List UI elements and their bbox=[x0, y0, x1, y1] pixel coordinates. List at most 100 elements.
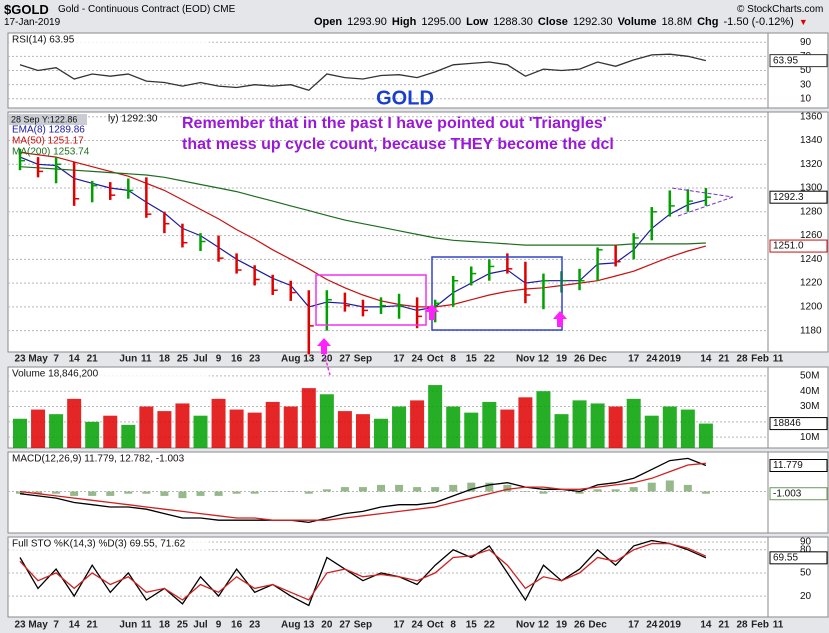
histogram-bar bbox=[503, 484, 512, 492]
histogram-bar bbox=[178, 491, 187, 499]
value-tag bbox=[769, 551, 828, 565]
value-tag-label: 18846 bbox=[773, 418, 801, 429]
value-tag-label: 1251.0 bbox=[773, 241, 804, 252]
histogram-bar bbox=[52, 491, 61, 494]
panel-background bbox=[7, 111, 769, 353]
quote-label: Close bbox=[537, 16, 568, 28]
x-tick-label: 15 bbox=[466, 354, 478, 365]
histogram-bar bbox=[431, 487, 440, 492]
x-tick-label: 14 bbox=[69, 620, 81, 631]
histogram-bar bbox=[413, 487, 422, 492]
y-tick-label: 1280 bbox=[800, 206, 823, 217]
x-tick-label: May bbox=[28, 354, 48, 365]
x-tick-label: 23 bbox=[14, 620, 26, 631]
quote-value: -1.50 (-0.12%) bbox=[723, 16, 794, 28]
axis-background bbox=[767, 536, 829, 618]
value-tag-label: -1.003 bbox=[773, 488, 802, 499]
x-tick-label: 18 bbox=[159, 620, 171, 631]
x-tick-label: 17 bbox=[393, 354, 405, 365]
histogram-bar bbox=[395, 484, 404, 492]
symbol: $GOLD bbox=[4, 2, 49, 17]
x-tick-label: 11 bbox=[773, 620, 784, 631]
histogram-bar bbox=[665, 480, 674, 492]
y-tick-label: 20 bbox=[800, 591, 812, 602]
value-tag bbox=[769, 459, 828, 473]
y-tick-label: 90 bbox=[800, 37, 812, 48]
histogram-bar bbox=[34, 491, 43, 494]
x-tick-label: 21 bbox=[718, 620, 730, 631]
series-line bbox=[19, 151, 707, 308]
volume-bar bbox=[680, 409, 695, 448]
quote-label: Volume bbox=[617, 16, 657, 28]
x-tick-label: 26 bbox=[574, 620, 586, 631]
volume-bar bbox=[536, 391, 551, 448]
volume-bar bbox=[13, 418, 27, 448]
histogram-bar bbox=[214, 491, 223, 496]
volume-bar bbox=[247, 412, 262, 448]
legend-entry: MA(50) 1251.17 bbox=[12, 136, 84, 147]
histogram-bar bbox=[304, 491, 313, 494]
x-tick-label: 11 bbox=[141, 620, 152, 631]
panel-title: RSI(14) 63.95 bbox=[12, 35, 75, 46]
x-tick-label: 15 bbox=[466, 620, 478, 631]
tooltip: 28 Sep Y:122.86 bbox=[11, 114, 77, 124]
x-tick-label: 16 bbox=[231, 620, 243, 631]
volume-bar bbox=[283, 406, 298, 448]
histogram-bar bbox=[593, 489, 602, 492]
x-tick-label: Dec bbox=[588, 354, 607, 365]
y-tick-label: 1320 bbox=[800, 159, 823, 170]
histogram-bar bbox=[647, 482, 656, 492]
x-tick-label: 17 bbox=[628, 354, 640, 365]
x-tick-label: 17 bbox=[393, 620, 405, 631]
header: $GOLD Gold - Continuous Contract (EOD) C… bbox=[0, 0, 829, 30]
tooltip-bg bbox=[9, 114, 87, 125]
y-tick-label: 1180 bbox=[800, 325, 822, 336]
series-line bbox=[19, 53, 707, 92]
volume-bar bbox=[193, 415, 208, 448]
series-line bbox=[19, 457, 707, 524]
histogram-bar bbox=[106, 491, 115, 496]
series-line bbox=[19, 166, 706, 246]
histogram-bar bbox=[160, 491, 169, 496]
x-tick-label: Sep bbox=[354, 620, 372, 631]
value-tag-label: 1292.3 bbox=[773, 192, 804, 203]
series-line bbox=[19, 542, 707, 601]
x-tick-label: 24 bbox=[646, 354, 658, 365]
histogram-bar bbox=[358, 487, 367, 492]
x-tick-label: 24 bbox=[646, 620, 658, 631]
histogram-bar bbox=[142, 491, 151, 494]
legend-entry: EMA(8) 1289.86 bbox=[12, 125, 85, 136]
panel-title-bg bbox=[9, 368, 209, 380]
volume-bar bbox=[355, 414, 370, 448]
x-tick-label: 20 bbox=[321, 620, 333, 631]
volume-bar bbox=[49, 414, 64, 448]
y-tick-label: 10M bbox=[800, 432, 819, 443]
magenta-arrow bbox=[425, 304, 439, 320]
x-tick-label: 13 bbox=[303, 354, 315, 365]
y-tick-label: 1340 bbox=[800, 135, 823, 146]
x-tick-label: Jul bbox=[193, 354, 208, 365]
note-line: Remember that in the past I have pointed… bbox=[182, 115, 607, 132]
x-tick-label: Nov bbox=[516, 620, 535, 631]
x-tick-label: 28 bbox=[736, 620, 748, 631]
x-tick-label: 25 bbox=[177, 354, 189, 365]
x-tick-label: Nov bbox=[516, 354, 535, 365]
quote-label: Chg bbox=[697, 16, 719, 28]
value-tag-label: 69.55 bbox=[773, 552, 798, 563]
x-tick-label: 8 bbox=[450, 620, 456, 631]
value-tag-label: 63.95 bbox=[773, 55, 798, 66]
volume-bar bbox=[157, 411, 172, 448]
volume-bar bbox=[265, 401, 280, 448]
x-tick-label: 14 bbox=[700, 354, 712, 365]
volume-bar bbox=[608, 406, 623, 448]
panel-background bbox=[7, 451, 769, 534]
histogram-bar bbox=[485, 482, 494, 492]
x-tick-label: 27 bbox=[339, 354, 351, 365]
x-tick-label: 2019 bbox=[659, 620, 682, 631]
y-tick-label: 1220 bbox=[800, 278, 823, 289]
y-tick-label: 1300 bbox=[800, 183, 823, 194]
x-tick-label: 12 bbox=[538, 354, 550, 365]
panel-title: Volume 18,846,200 bbox=[12, 369, 99, 380]
y-tick-label: 90 bbox=[800, 537, 812, 548]
x-tick-label: Jun bbox=[119, 354, 137, 365]
